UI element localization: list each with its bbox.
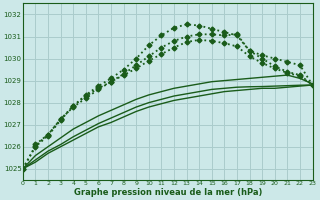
X-axis label: Graphe pression niveau de la mer (hPa): Graphe pression niveau de la mer (hPa) (74, 188, 262, 197)
